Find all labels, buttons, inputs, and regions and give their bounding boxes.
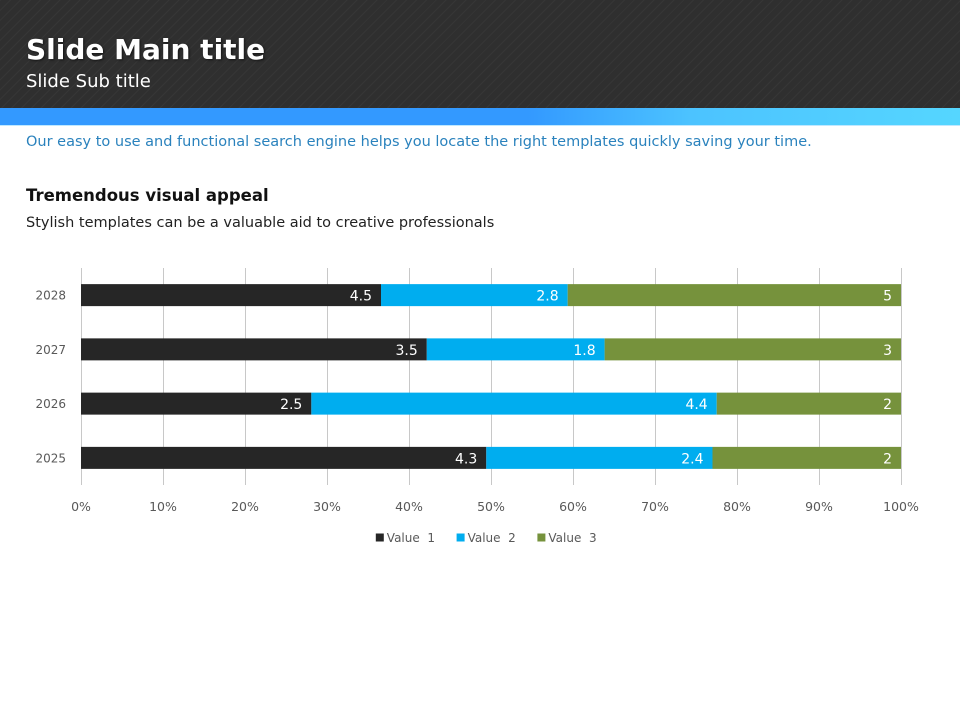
- y-category-label: 2028: [35, 289, 66, 303]
- legend-swatch: [456, 533, 465, 542]
- data-label: 2.8: [536, 289, 558, 305]
- legend-label: Value 2: [468, 531, 516, 545]
- bar-segment: [604, 338, 901, 361]
- accent-band: [0, 108, 960, 126]
- x-tick-label: 50%: [477, 499, 505, 514]
- data-label: 3: [883, 343, 892, 359]
- bar-segment: [716, 392, 901, 415]
- x-tick-label: 80%: [723, 499, 751, 514]
- data-label: 2: [883, 397, 892, 413]
- data-label: 3.5: [396, 343, 418, 359]
- bar-segment: [712, 446, 901, 469]
- legend-label: Value 1: [387, 531, 435, 545]
- bar-segment: [486, 446, 713, 469]
- y-category-label: 2027: [35, 343, 66, 357]
- data-label: 4.3: [455, 451, 477, 467]
- bar-segment: [426, 338, 605, 361]
- x-tick-label: 30%: [313, 499, 341, 514]
- x-tick-label: 60%: [559, 499, 587, 514]
- legend-label: Value 3: [548, 531, 596, 545]
- section-heading: Tremendous visual appeal: [26, 186, 269, 205]
- y-category-label: 2026: [35, 397, 66, 411]
- bar-segment: [81, 392, 312, 415]
- data-label: 4.4: [685, 397, 707, 413]
- bar-segment: [81, 338, 427, 361]
- y-category-label: 2025: [35, 451, 66, 465]
- x-tick-label: 90%: [805, 499, 833, 514]
- data-label: 5: [883, 289, 892, 305]
- x-tick-label: 20%: [231, 499, 259, 514]
- section-text: Stylish templates can be a valuable aid …: [26, 215, 495, 231]
- x-tick-label: 0%: [71, 499, 91, 514]
- legend-swatch: [537, 533, 546, 542]
- x-tick-label: 40%: [395, 499, 423, 514]
- tagline-text: Our easy to use and functional search en…: [26, 134, 812, 150]
- bar-segment: [381, 284, 568, 307]
- bar-segment: [81, 446, 487, 469]
- slide-header: Slide Main title Slide Sub title: [0, 0, 960, 108]
- data-label: 4.5: [350, 289, 372, 305]
- x-tick-label: 100%: [883, 499, 919, 514]
- bar-segment: [311, 392, 717, 415]
- data-label: 2.5: [280, 397, 302, 413]
- data-label: 2: [883, 451, 892, 467]
- stacked-bar-chart: 0% 10% 20% 30% 40% 50% 60% 70% 80% 90% 100% 2025 4.3…: [35, 268, 919, 545]
- data-label: 2.4: [681, 451, 703, 467]
- bar-segment: [81, 284, 381, 307]
- x-tick-label: 70%: [641, 499, 669, 514]
- data-label: 1.8: [573, 343, 595, 359]
- legend-swatch: [375, 533, 384, 542]
- bar-segment: [567, 284, 901, 307]
- slide-main-title: Slide Main title: [26, 33, 266, 66]
- x-tick-label: 10%: [149, 499, 177, 514]
- slide-sub-title: Slide Sub title: [26, 71, 151, 92]
